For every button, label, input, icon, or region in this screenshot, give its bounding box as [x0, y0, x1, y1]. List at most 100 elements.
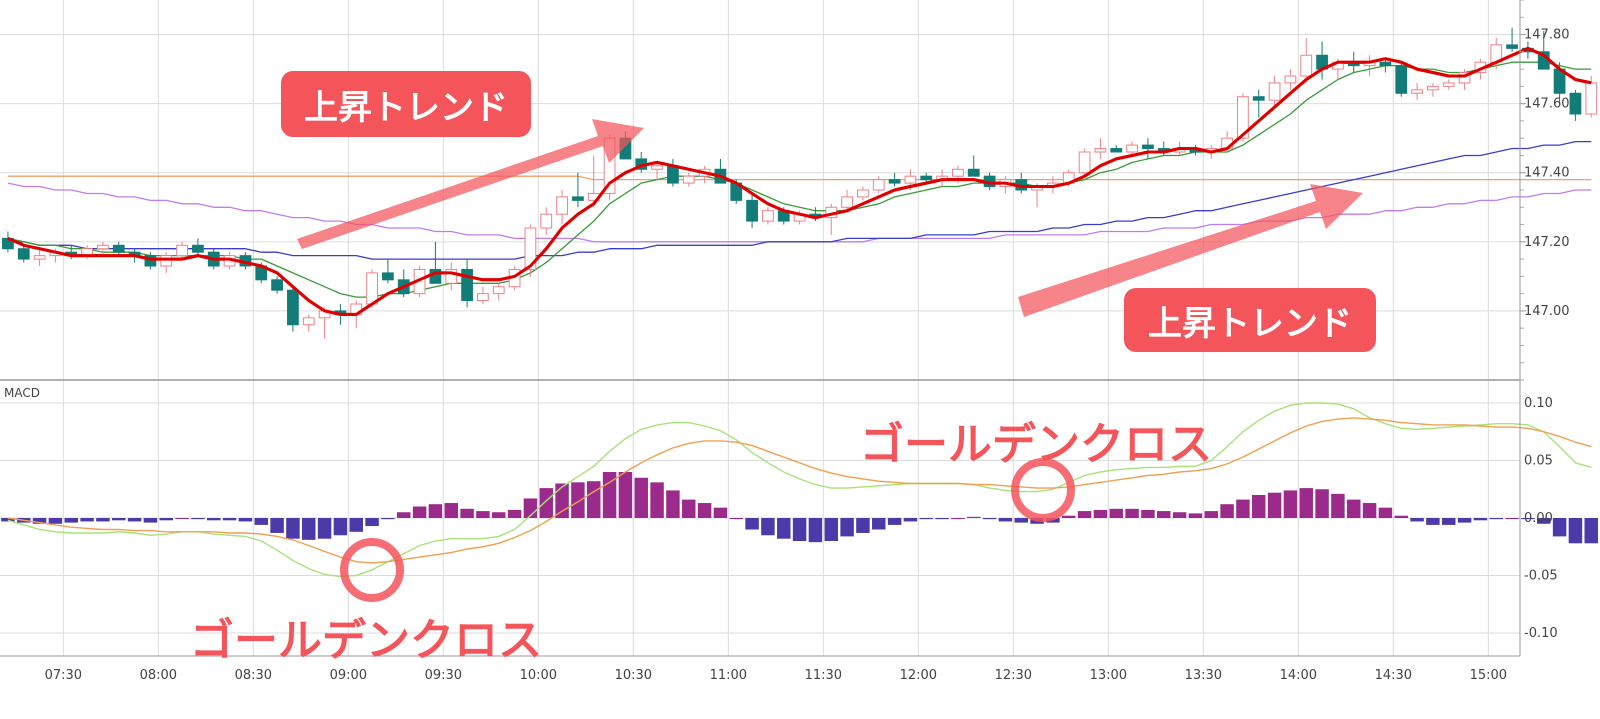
- candle-body: [1506, 44, 1518, 49]
- macd-bar: [238, 518, 253, 522]
- candle-body: [1569, 92, 1582, 115]
- macd-bar: [80, 518, 94, 522]
- macd-bar: [64, 518, 78, 523]
- golden-cross-circle-2: [1011, 458, 1075, 522]
- candle-body: [841, 196, 853, 208]
- macd-bar: [951, 518, 965, 519]
- macd-bar: [903, 518, 918, 522]
- macd-bar: [650, 482, 664, 518]
- macd-bar: [1204, 511, 1218, 518]
- macd-bar: [1252, 495, 1266, 518]
- macd-bar: [1315, 489, 1329, 518]
- candle-body: [1379, 61, 1392, 67]
- candle-body: [920, 175, 933, 181]
- x-tick-label: 13:30: [1185, 668, 1222, 683]
- macd-bar: [127, 518, 142, 522]
- candle-body: [382, 272, 394, 281]
- macd-bar: [682, 499, 696, 518]
- candlesticks: [2, 27, 1598, 339]
- macd-lines: [7, 402, 1592, 578]
- macd-bar: [1426, 518, 1440, 525]
- candle-body: [445, 268, 458, 284]
- macd-bar: [777, 518, 791, 539]
- candle-body: [192, 244, 204, 253]
- macd-bar: [761, 518, 775, 536]
- x-tick-label: 14:00: [1280, 668, 1317, 683]
- macd-bar: [286, 518, 300, 539]
- macd-bar: [1568, 518, 1583, 544]
- macd-bar: [492, 512, 506, 518]
- candle-body: [746, 199, 758, 222]
- candle-body: [97, 244, 109, 250]
- macd-bar: [824, 518, 838, 541]
- candle-body: [1142, 144, 1154, 150]
- macd-bar: [1347, 499, 1361, 518]
- trend-arrow-2: [1018, 184, 1363, 317]
- macd-bar: [207, 518, 221, 521]
- macd-bar: [270, 518, 284, 533]
- macd-bar: [317, 518, 332, 539]
- macd-bar: [96, 518, 110, 522]
- macd-bar: [254, 518, 268, 525]
- x-tick-label: 07:30: [45, 668, 82, 683]
- macd-panel-title: MACD: [4, 386, 40, 400]
- macd-bar: [460, 508, 474, 518]
- macd-bar: [729, 518, 743, 519]
- macd-bar: [1267, 492, 1282, 518]
- macd-series-line: [7, 417, 1592, 564]
- x-tick-label: 11:00: [710, 668, 747, 683]
- macd-bar: [571, 482, 585, 518]
- price-y-tick-label: 147.80: [1524, 28, 1570, 43]
- candle-body: [1126, 144, 1138, 153]
- trend-arrow-1: [297, 119, 644, 249]
- x-tick-label: 08:30: [235, 668, 272, 683]
- candle-body: [1237, 96, 1249, 139]
- trend-label-1: 上昇トレンド: [281, 71, 531, 137]
- candle-body: [524, 227, 537, 270]
- macd-bar: [48, 518, 63, 524]
- x-tick-label: 09:00: [330, 668, 367, 683]
- x-tick-label: 11:30: [805, 668, 842, 683]
- price-y-tick-label: 147.40: [1524, 166, 1570, 181]
- macd-bar: [428, 504, 443, 518]
- candle-body: [967, 168, 980, 177]
- macd-bar: [1584, 518, 1598, 544]
- macd-bar: [1157, 511, 1171, 518]
- candle-body: [872, 179, 885, 191]
- candle-body: [952, 168, 964, 177]
- price-moving-averages: [7, 46, 1592, 316]
- macd-bar: [191, 518, 205, 520]
- macd-bar: [1109, 508, 1123, 518]
- macd-bar: [1552, 518, 1567, 537]
- candle-body: [667, 165, 679, 184]
- x-tick-label: 13:00: [1090, 668, 1127, 683]
- x-tick-label: 14:30: [1375, 668, 1412, 683]
- candle-body: [682, 175, 695, 184]
- macd-bar: [1188, 513, 1203, 518]
- macd-bar: [302, 518, 316, 540]
- macd-bar: [1236, 499, 1250, 518]
- macd-bar: [982, 518, 997, 520]
- golden-cross-markers: [340, 458, 1075, 602]
- candle-body: [762, 210, 774, 222]
- macd-y-tick-label: -0.10: [1524, 626, 1558, 641]
- candle-body: [302, 317, 315, 326]
- x-tick-label: 10:30: [615, 668, 652, 683]
- macd-bar: [222, 518, 237, 521]
- candle-body: [271, 279, 283, 291]
- price-ma-line: [7, 140, 1592, 260]
- x-tick-label: 10:00: [520, 668, 557, 683]
- macd-bar: [1442, 518, 1456, 525]
- candle-body: [857, 189, 869, 198]
- macd-bar: [840, 518, 854, 537]
- candle-body: [492, 286, 505, 295]
- macd-bar: [444, 503, 458, 518]
- price-ma-line: [7, 46, 1592, 316]
- macd-bar: [1062, 515, 1076, 518]
- x-tick-label: 12:30: [995, 668, 1032, 683]
- candle-body: [1300, 54, 1313, 77]
- macd-bar: [587, 481, 601, 518]
- macd-bar: [1362, 503, 1377, 518]
- trend-label-2: 上昇トレンド: [1124, 288, 1376, 352]
- macd-bar: [1378, 507, 1393, 518]
